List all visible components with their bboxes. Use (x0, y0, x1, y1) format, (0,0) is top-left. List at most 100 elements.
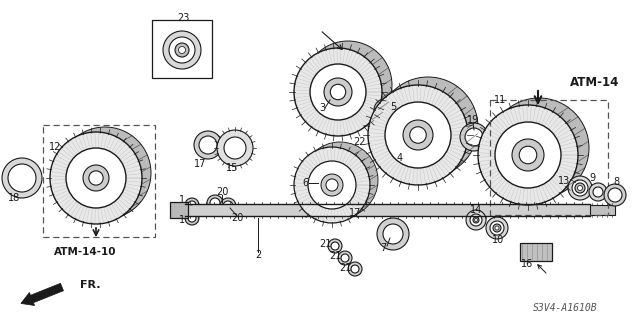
Bar (43, 125, 155, 237)
Bar (520, 243, 552, 261)
Circle shape (223, 201, 233, 211)
Bar (590, 205, 615, 215)
Text: 17: 17 (349, 208, 361, 218)
Circle shape (188, 201, 196, 209)
Text: 21: 21 (339, 263, 351, 273)
Text: 23: 23 (177, 13, 189, 23)
Circle shape (179, 47, 186, 54)
Circle shape (89, 171, 103, 185)
Circle shape (66, 148, 126, 208)
Circle shape (163, 31, 201, 69)
Circle shape (470, 214, 482, 226)
Circle shape (589, 183, 607, 201)
Circle shape (294, 147, 370, 223)
Circle shape (217, 130, 253, 166)
Circle shape (328, 239, 342, 253)
Circle shape (348, 262, 362, 276)
Circle shape (489, 98, 589, 198)
Circle shape (338, 251, 352, 265)
Text: 11: 11 (494, 95, 506, 105)
Circle shape (519, 146, 537, 164)
Circle shape (175, 43, 189, 57)
Circle shape (169, 37, 195, 63)
Circle shape (294, 48, 382, 136)
FancyArrow shape (21, 283, 63, 306)
Circle shape (330, 84, 346, 100)
Circle shape (320, 57, 376, 113)
Circle shape (326, 179, 338, 191)
Circle shape (207, 195, 223, 211)
Circle shape (403, 120, 433, 150)
Circle shape (495, 226, 499, 230)
Text: 7: 7 (380, 243, 386, 253)
Text: 17: 17 (194, 159, 206, 169)
Circle shape (385, 102, 451, 168)
Text: 5: 5 (390, 102, 396, 112)
Circle shape (75, 143, 135, 203)
Circle shape (321, 174, 343, 196)
Circle shape (466, 210, 486, 230)
Text: 21: 21 (319, 239, 331, 249)
Text: 6: 6 (302, 178, 308, 188)
Circle shape (210, 198, 220, 208)
Circle shape (308, 161, 356, 209)
Text: 9: 9 (589, 173, 595, 183)
Text: 4: 4 (397, 153, 403, 163)
Circle shape (374, 99, 396, 121)
Circle shape (378, 77, 478, 177)
Text: 16: 16 (521, 259, 533, 269)
Circle shape (493, 224, 501, 232)
Text: 20: 20 (231, 213, 243, 223)
Bar (170, 202, 188, 218)
Circle shape (194, 131, 222, 159)
Text: 1: 1 (179, 215, 185, 225)
Circle shape (383, 224, 403, 244)
Text: FR.: FR. (80, 280, 100, 290)
Circle shape (351, 265, 359, 273)
Text: 2: 2 (255, 250, 261, 260)
Circle shape (368, 85, 468, 185)
Text: 21: 21 (329, 251, 341, 261)
Circle shape (478, 105, 578, 205)
Circle shape (395, 94, 461, 160)
Circle shape (199, 136, 217, 154)
Circle shape (8, 164, 36, 192)
Text: 1: 1 (179, 195, 185, 205)
Circle shape (465, 128, 483, 146)
Text: 14: 14 (470, 205, 482, 215)
Circle shape (568, 176, 592, 200)
Circle shape (185, 198, 199, 212)
Circle shape (59, 127, 151, 219)
Circle shape (50, 132, 142, 224)
Circle shape (316, 156, 364, 204)
Circle shape (474, 219, 477, 221)
Circle shape (572, 180, 588, 196)
Circle shape (304, 41, 392, 129)
Circle shape (593, 187, 603, 197)
Text: 18: 18 (8, 193, 20, 203)
Text: 10: 10 (492, 235, 504, 245)
Circle shape (604, 184, 626, 206)
Text: 12: 12 (49, 142, 61, 152)
Circle shape (302, 142, 378, 218)
Text: S3V4-A1610B: S3V4-A1610B (532, 303, 597, 313)
Circle shape (310, 64, 366, 120)
Circle shape (486, 217, 508, 239)
Circle shape (188, 214, 196, 222)
Text: 8: 8 (613, 177, 619, 187)
Circle shape (575, 183, 585, 193)
Text: ATM-14-10: ATM-14-10 (54, 247, 116, 257)
Circle shape (377, 218, 409, 250)
Circle shape (341, 254, 349, 262)
Circle shape (2, 158, 42, 198)
Text: 19: 19 (467, 115, 479, 125)
Circle shape (460, 123, 488, 151)
Circle shape (378, 103, 392, 117)
Circle shape (506, 115, 572, 181)
Circle shape (577, 186, 582, 190)
Text: 13: 13 (558, 176, 570, 186)
Circle shape (410, 127, 426, 143)
Bar (152, 20, 212, 78)
Text: 15: 15 (226, 163, 238, 173)
Circle shape (220, 198, 236, 214)
